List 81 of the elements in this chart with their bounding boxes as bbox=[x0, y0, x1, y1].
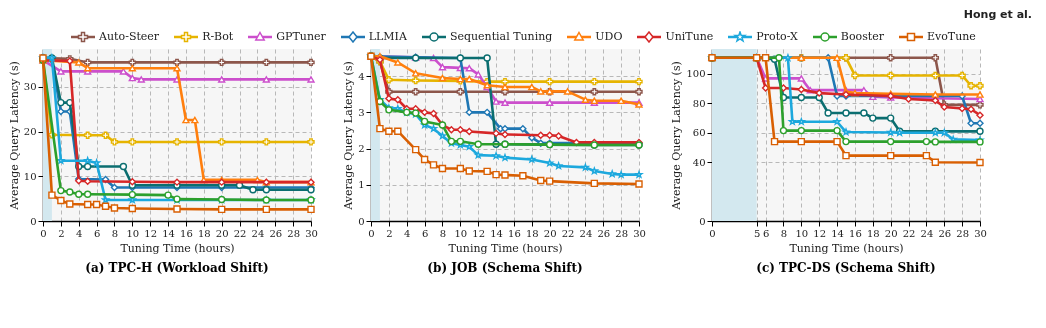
x-axis-title: Tuning Time (hours) bbox=[448, 241, 563, 255]
x-tick-label: 12 bbox=[813, 227, 827, 239]
x-tick-label: 22 bbox=[561, 227, 575, 239]
x-tick-label: 12 bbox=[144, 227, 158, 239]
x-tick-label: 0 bbox=[709, 227, 716, 239]
x-tick-label: 8 bbox=[439, 227, 447, 239]
x-tick-label: 6 bbox=[93, 227, 101, 239]
x-axis-title: Tuning Time (hours) bbox=[789, 241, 904, 255]
legend-label: Auto-Steer bbox=[99, 30, 160, 43]
text: (b) JOB (Schema Shift) bbox=[427, 261, 583, 275]
x-tick-label: 30 bbox=[305, 227, 318, 239]
y-tick-label: 30 bbox=[23, 81, 37, 93]
x-tick-label: 26 bbox=[597, 227, 611, 239]
x-tick-label: 28 bbox=[956, 227, 969, 239]
x-tick-label: 22 bbox=[233, 227, 247, 239]
x-tick-label: 18 bbox=[525, 227, 539, 239]
x-tick-label: 16 bbox=[508, 227, 521, 239]
y-tick-label: 0 bbox=[30, 215, 37, 227]
x-tick-label: 24 bbox=[579, 227, 593, 239]
x-tick-label: 8 bbox=[111, 227, 119, 239]
x-axis-title: Tuning Time (hours) bbox=[120, 241, 235, 255]
text: (c) TPC-DS (Schema Shift) bbox=[756, 261, 936, 275]
legend-label: Proto-X bbox=[756, 30, 798, 43]
x-tick-label: 16 bbox=[180, 227, 193, 239]
x-tick-label: 8 bbox=[780, 227, 788, 239]
y-tick-label: 40 bbox=[692, 156, 706, 168]
x-tick-label: 16 bbox=[849, 227, 862, 239]
y-tick-label: 80 bbox=[692, 97, 706, 109]
x-tick-label: 20 bbox=[884, 227, 898, 239]
x-tick-label: 4 bbox=[404, 227, 411, 239]
y-tick-label: 3 bbox=[358, 106, 365, 118]
y-tick-label: 1 bbox=[358, 179, 365, 191]
x-tick-label: 10 bbox=[795, 227, 809, 239]
y-tick-label: 20 bbox=[23, 126, 37, 138]
x-tick-label: 0 bbox=[40, 227, 47, 239]
x-tick-label: 24 bbox=[920, 227, 934, 239]
y-axis-title: Average Query Latency (s) bbox=[670, 61, 684, 211]
legend-label: EvoTune bbox=[927, 30, 976, 43]
legend-label: UDO bbox=[595, 30, 623, 43]
legend-label: Sequential Tuning bbox=[449, 30, 553, 43]
legend-label: R-Bot bbox=[202, 30, 234, 43]
x-tick-label: 14 bbox=[162, 227, 175, 239]
x-tick-label: 10 bbox=[126, 227, 140, 239]
y-tick-label: 0 bbox=[699, 215, 706, 227]
y-axis-title: Average Query Latency (s) bbox=[342, 61, 356, 211]
text: Hong et al. bbox=[963, 8, 1032, 21]
x-tick-label: 2 bbox=[386, 227, 393, 239]
x-tick-label: 18 bbox=[197, 227, 211, 239]
x-tick-label: 18 bbox=[866, 227, 880, 239]
x-tick-label: 2 bbox=[58, 227, 65, 239]
y-tick-label: 100 bbox=[686, 68, 706, 80]
y-tick-label: 0 bbox=[358, 215, 365, 227]
x-tick-label: 28 bbox=[287, 227, 300, 239]
legend-label: LLMIA bbox=[368, 30, 407, 43]
x-tick-label: 20 bbox=[543, 227, 557, 239]
text: (a) TPC-H (Workload Shift) bbox=[85, 261, 269, 275]
x-tick-label: 6 bbox=[421, 227, 429, 239]
x-tick-label: 6 bbox=[762, 227, 770, 239]
y-axis-title: Average Query Latency (s) bbox=[7, 61, 21, 211]
y-tick-label: 10 bbox=[23, 170, 37, 182]
legend-label: UniTune bbox=[665, 30, 714, 43]
y-tick-label: 4 bbox=[358, 70, 365, 82]
x-tick-label: 14 bbox=[490, 227, 503, 239]
x-tick-label: 10 bbox=[454, 227, 468, 239]
x-tick-label: 24 bbox=[251, 227, 265, 239]
x-tick-label: 30 bbox=[633, 227, 646, 239]
x-tick-label: 30 bbox=[974, 227, 987, 239]
x-tick-label: 26 bbox=[269, 227, 283, 239]
x-tick-label: 26 bbox=[938, 227, 952, 239]
legend-label: Booster bbox=[840, 30, 884, 43]
x-tick-label: 0 bbox=[368, 227, 375, 239]
x-tick-label: 14 bbox=[831, 227, 844, 239]
x-tick-label: 28 bbox=[615, 227, 628, 239]
x-tick-label: 20 bbox=[215, 227, 229, 239]
x-tick-label: 5 bbox=[753, 227, 761, 239]
x-tick-label: 4 bbox=[76, 227, 83, 239]
y-tick-label: 60 bbox=[692, 127, 706, 139]
x-tick-label: 22 bbox=[902, 227, 916, 239]
x-tick-label: 12 bbox=[472, 227, 486, 239]
legend-label: GPTuner bbox=[276, 30, 326, 43]
y-tick-label: 2 bbox=[358, 143, 365, 155]
